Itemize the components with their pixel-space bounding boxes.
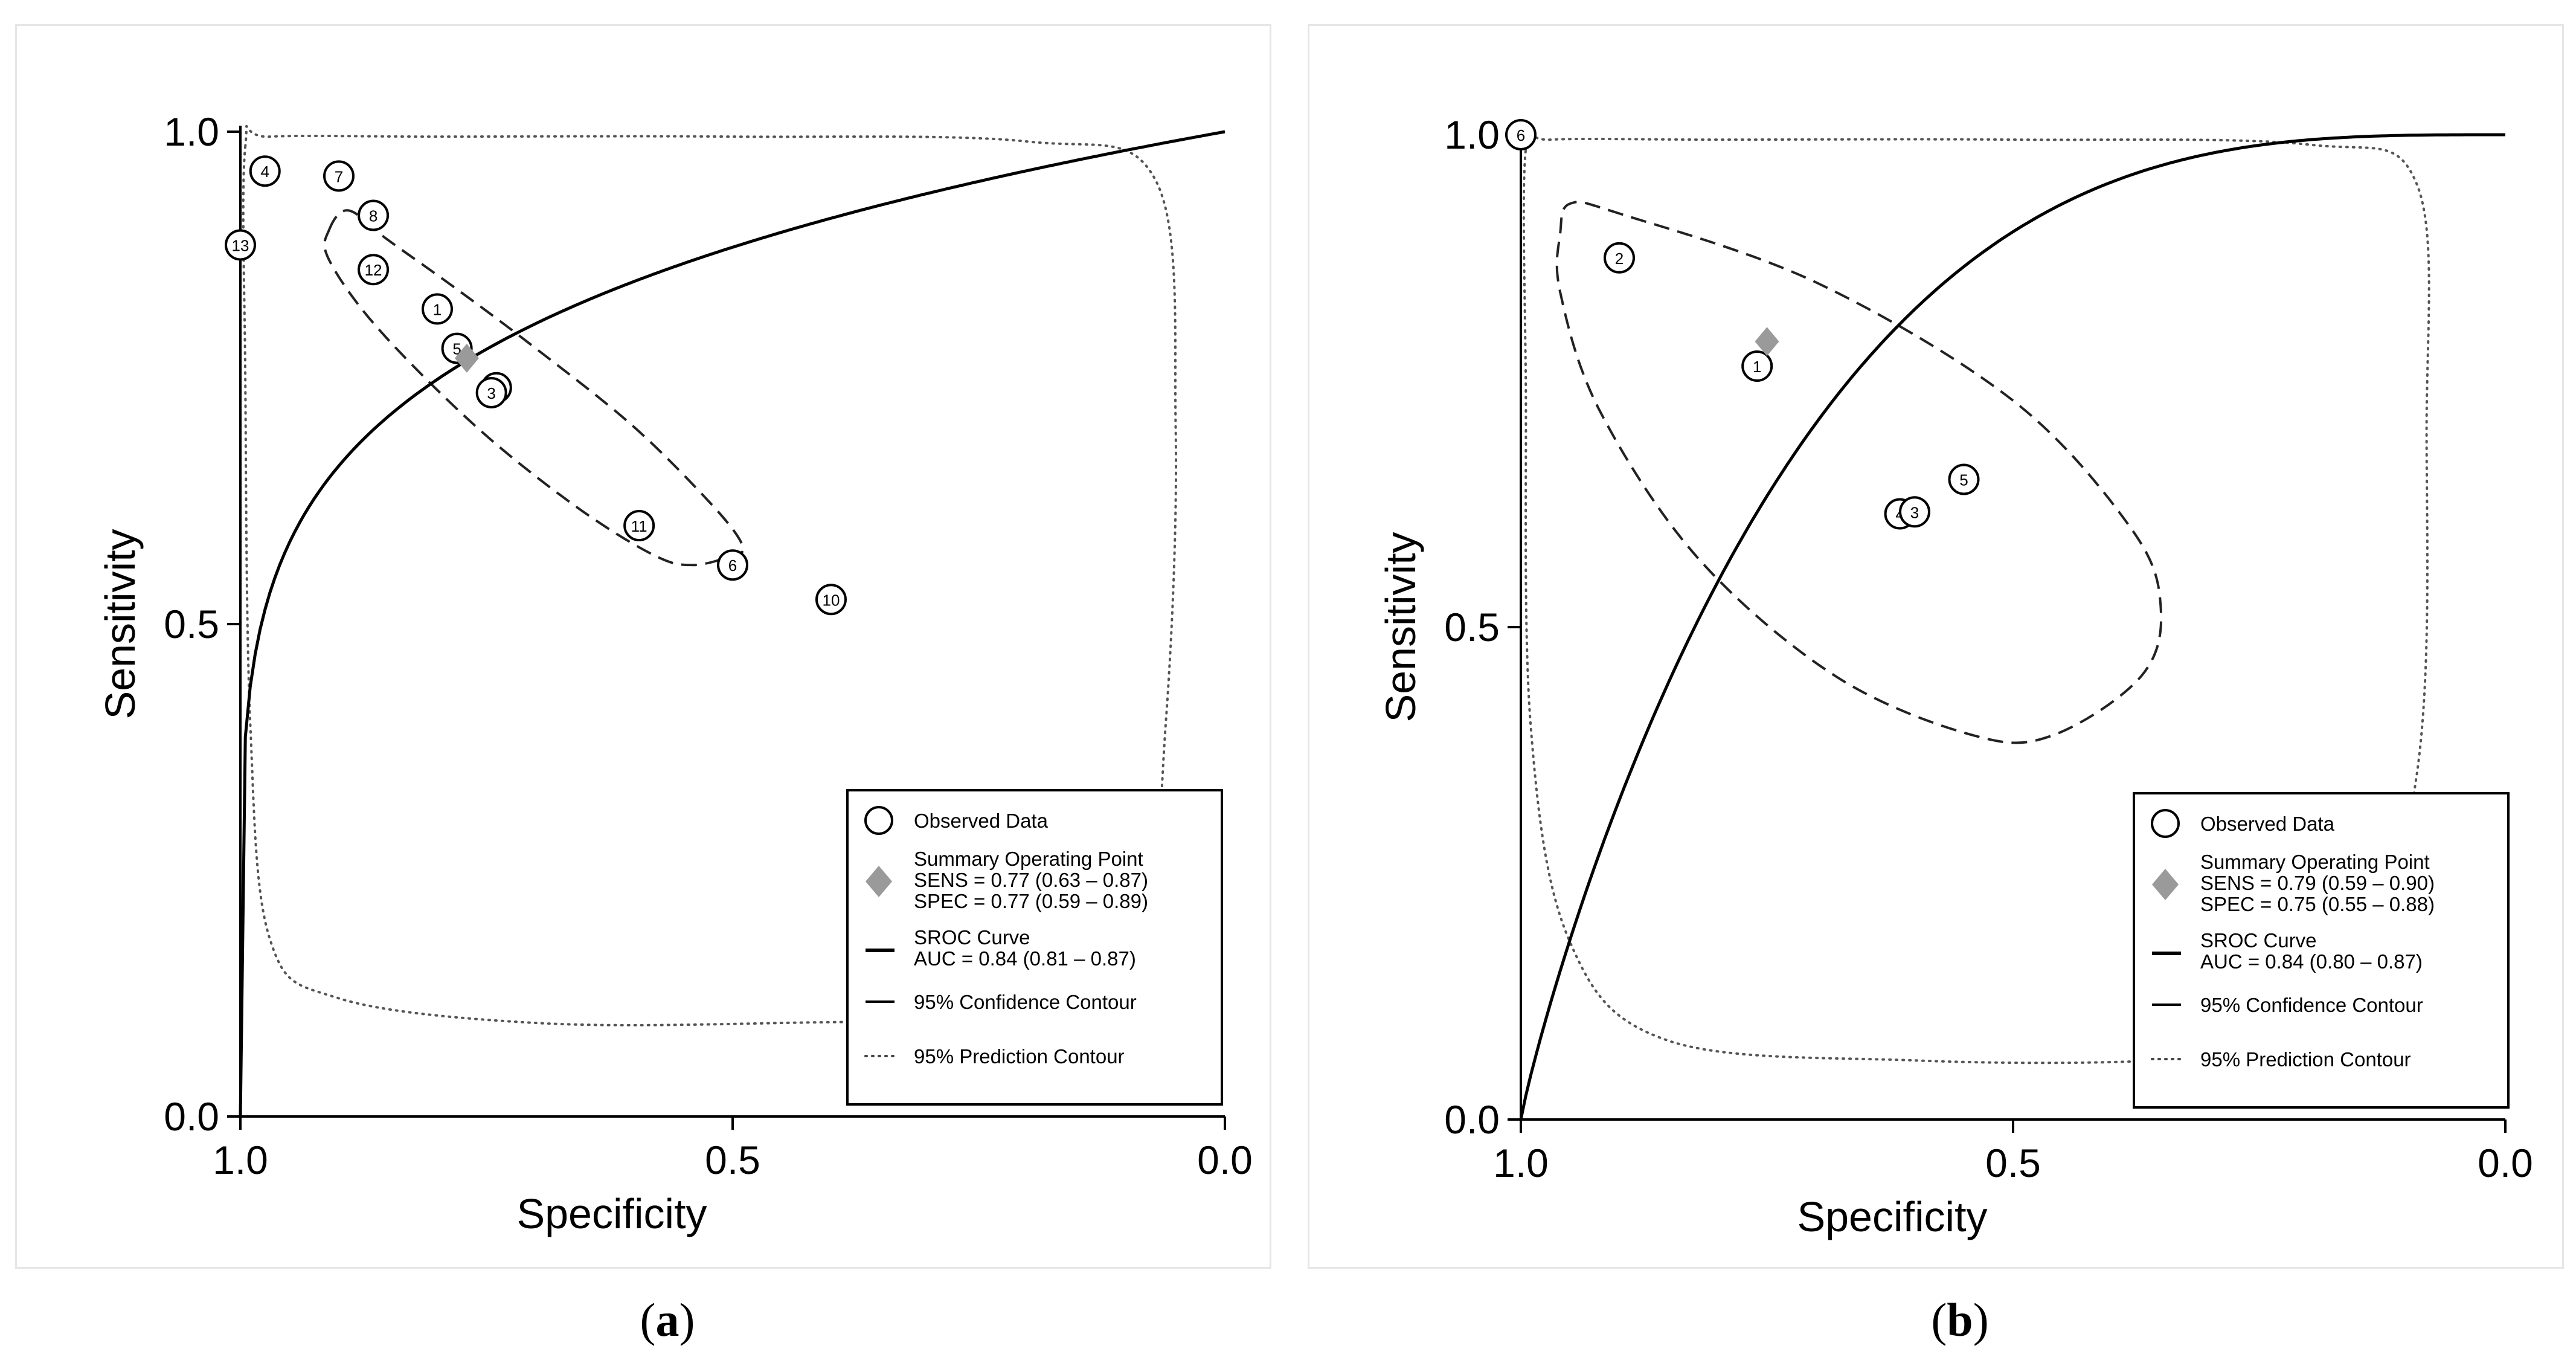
legend-observed-symbol xyxy=(864,806,893,835)
legend-observed-label: Observed Data xyxy=(914,810,1049,832)
y-tick-label: 1.0 xyxy=(164,109,219,154)
observed-point xyxy=(358,199,390,231)
legend-sroc-label: SROC Curve xyxy=(2200,929,2317,952)
y-tick-label: 0.0 xyxy=(1444,1097,1500,1142)
points-b: 621435 xyxy=(1505,119,1980,530)
y-tick-label: 0.0 xyxy=(164,1094,219,1139)
point-label: 10 xyxy=(823,591,840,609)
legend-b: Observed Data Summary Operating PointSENS… xyxy=(2133,792,2510,1109)
point-label: 7 xyxy=(335,167,343,185)
x-tick-label: 1.0 xyxy=(213,1138,268,1182)
axes-b: 1.0 0.5 0.0 0.0 0.5 1.0 Specificity Sensitivity xyxy=(1377,112,2533,1240)
observed-point xyxy=(475,376,507,408)
observed-point xyxy=(1948,463,1980,495)
chart-panel-a: 1.0 0.5 0.0 0.0 0.5 1.0 Specificity Sensitivity… xyxy=(15,24,1271,1269)
point-label: 2 xyxy=(1615,250,1624,268)
x-tick-label: 0.5 xyxy=(705,1138,760,1182)
observed-point xyxy=(323,160,355,192)
chart-panel-b: 1.0 0.5 0.0 0.0 0.5 1.0 Specificity Sensitivity… xyxy=(1308,24,2564,1269)
legend-auc-label: AUC = 0.84 (0.81 – 0.87) xyxy=(914,947,1136,970)
y-tick-label: 0.5 xyxy=(164,602,219,646)
legend-sens-label: SENS = 0.79 (0.59 – 0.90) xyxy=(2200,872,2435,894)
prediction-contour xyxy=(1522,127,2430,1069)
point-label: 1 xyxy=(433,300,442,318)
point-label: 8 xyxy=(369,207,377,225)
point-label: 4 xyxy=(261,163,269,181)
point-label: 1 xyxy=(1753,358,1761,376)
observed-point xyxy=(1899,496,1930,528)
caption-a: (a) xyxy=(640,1294,695,1346)
legend-box xyxy=(2133,792,2510,1109)
legend-spec-label: SPEC = 0.77 (0.59 – 0.89) xyxy=(914,890,1148,912)
points-a: 1234567810111213 xyxy=(225,155,847,616)
legend-prediction-label: 95% Prediction Contour xyxy=(2200,1048,2411,1071)
observed-point xyxy=(225,229,256,261)
legend-confidence-label: 95% Confidence Contour xyxy=(914,991,1137,1013)
contours-b xyxy=(1519,127,2505,1120)
summary-point xyxy=(454,343,479,373)
legend-summary-symbol xyxy=(2152,869,2179,900)
observed-point xyxy=(815,584,847,616)
x-axis-label: Specificity xyxy=(1797,1193,1987,1240)
point-label: 5 xyxy=(1959,471,1968,489)
observed-point xyxy=(1505,119,1537,150)
legend-confidence-label: 95% Confidence Contour xyxy=(2200,994,2423,1016)
caption-b: (b) xyxy=(1931,1294,1989,1346)
confidence-contour xyxy=(323,209,745,567)
legend-summary-symbol xyxy=(866,866,892,897)
legend-observed-symbol xyxy=(2151,809,2180,838)
observed-point xyxy=(623,510,655,541)
observed-point xyxy=(717,549,748,581)
point-label: 3 xyxy=(487,384,495,402)
x-tick-label: 0.5 xyxy=(1985,1141,2041,1185)
observed-point xyxy=(358,254,390,286)
point-label: 11 xyxy=(631,517,647,535)
legend-sens-label: SENS = 0.77 (0.63 – 0.87) xyxy=(914,869,1148,891)
sroc-curve xyxy=(1519,133,2505,1120)
point-label: 6 xyxy=(728,556,737,575)
x-axis-label: Specificity xyxy=(516,1190,707,1237)
observed-point xyxy=(249,155,281,187)
x-tick-label: 0.0 xyxy=(1197,1138,1253,1182)
caption-b-letter: b xyxy=(1947,1294,1973,1346)
legend-summary-label: Summary Operating Point xyxy=(2200,851,2430,873)
point-label: 3 xyxy=(1910,503,1919,521)
legend-observed-label: Observed Data xyxy=(2200,813,2335,835)
legend-prediction-label: 95% Prediction Contour xyxy=(914,1045,1125,1068)
legend-summary-label: Summary Operating Point xyxy=(914,848,1143,870)
legend-a: Observed Data Summary Operating PointSENS… xyxy=(846,789,1223,1106)
point-label: 12 xyxy=(365,261,382,279)
observed-point xyxy=(1741,350,1773,382)
legend-spec-label: SPEC = 0.75 (0.55 – 0.88) xyxy=(2200,893,2435,915)
x-tick-label: 1.0 xyxy=(1493,1141,1549,1185)
axes-a: 1.0 0.5 0.0 0.0 0.5 1.0 Specificity Sensitivity xyxy=(97,109,1253,1237)
legend-box xyxy=(846,789,1223,1106)
y-axis-label: Sensitivity xyxy=(1377,532,1424,722)
chart-b-svg: 1.0 0.5 0.0 0.0 0.5 1.0 Specificity Sensitivity… xyxy=(1377,112,2533,1240)
observed-point xyxy=(1604,242,1635,274)
point-label: 13 xyxy=(232,236,249,254)
caption-a-letter: a xyxy=(655,1294,679,1346)
y-tick-label: 0.5 xyxy=(1444,605,1500,649)
y-axis-label: Sensitivity xyxy=(97,529,144,719)
legend-auc-label: AUC = 0.84 (0.80 – 0.87) xyxy=(2200,950,2423,973)
x-tick-label: 0.0 xyxy=(2478,1141,2533,1185)
y-tick-label: 1.0 xyxy=(1444,112,1500,157)
legend-sroc-label: SROC Curve xyxy=(914,926,1030,949)
chart-a-svg: 1.0 0.5 0.0 0.0 0.5 1.0 Specificity Sensitivity… xyxy=(97,109,1253,1237)
summary-point xyxy=(1755,327,1779,356)
sroc-curve xyxy=(239,130,1225,1117)
point-label: 6 xyxy=(1517,126,1525,144)
confidence-contour xyxy=(1555,201,2163,744)
observed-point xyxy=(422,293,453,325)
